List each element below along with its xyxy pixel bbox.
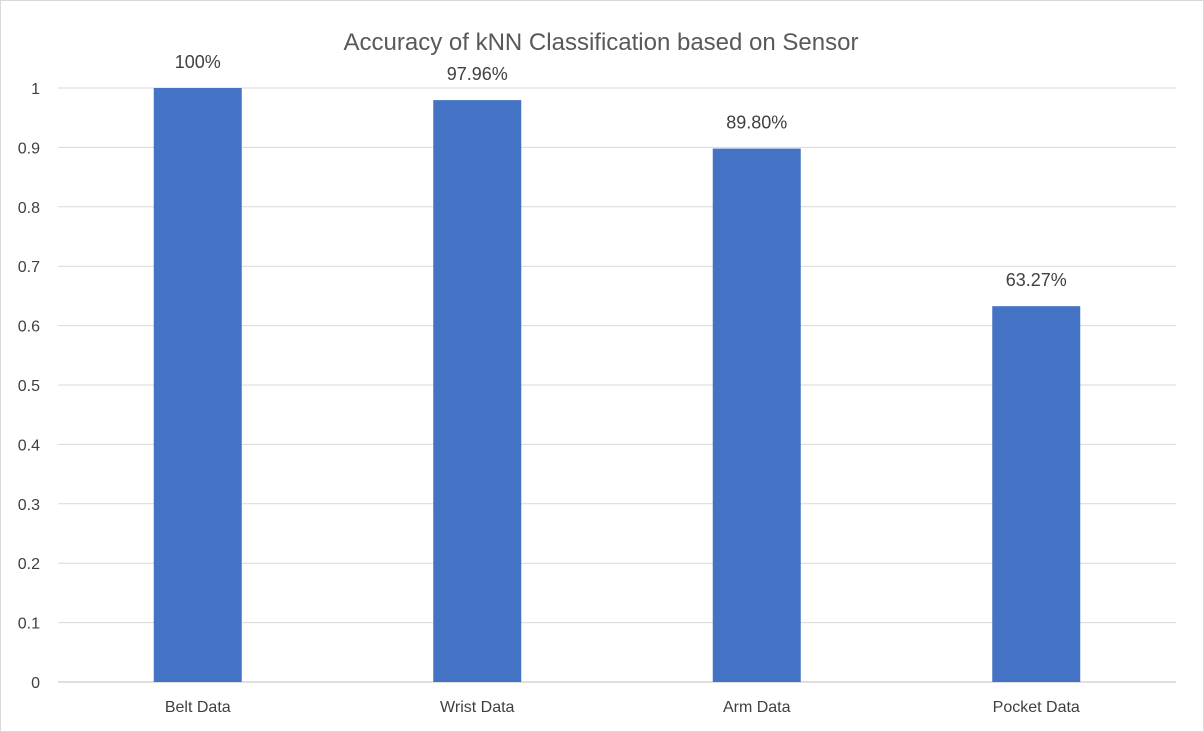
gridlines: [58, 87, 1176, 683]
bars: [153, 88, 1081, 682]
bar: [153, 88, 242, 682]
y-axis-ticks: 0 0.1 0.2 0.3 0.4 0.5 0.6 0.7 0.8 0.9 1: [18, 81, 40, 692]
y-tick-label: 0.6: [18, 319, 40, 336]
x-category-label: Arm Data: [723, 699, 791, 716]
bar: [712, 148, 801, 682]
y-tick-label: 0.3: [18, 497, 40, 514]
y-tick-label: 1: [31, 81, 40, 98]
y-tick-label: 0: [31, 675, 40, 692]
x-category-label: Belt Data: [165, 699, 231, 716]
y-tick-label: 0.4: [18, 437, 40, 454]
x-category-label: Pocket Data: [993, 699, 1080, 716]
y-tick-label: 0.7: [18, 259, 40, 276]
bar: [992, 306, 1081, 682]
y-tick-label: 0.9: [18, 140, 40, 157]
data-label: 89.80%: [726, 113, 787, 133]
chart-title: Accuracy of kNN Classification based on …: [344, 29, 859, 56]
y-tick-label: 0.1: [18, 616, 40, 633]
x-category-label: Wrist Data: [440, 699, 514, 716]
data-labels: 100% 97.96% 89.80% 63.27%: [175, 52, 1067, 290]
x-axis-categories: Belt Data Wrist Data Arm Data Pocket Data: [165, 699, 1080, 716]
data-label: 63.27%: [1006, 270, 1067, 290]
data-label: 100%: [175, 52, 221, 72]
y-tick-label: 0.5: [18, 378, 40, 395]
bar: [433, 100, 522, 682]
y-tick-label: 0.8: [18, 200, 40, 217]
y-tick-label: 0.2: [18, 556, 40, 573]
data-label: 97.96%: [447, 64, 508, 84]
